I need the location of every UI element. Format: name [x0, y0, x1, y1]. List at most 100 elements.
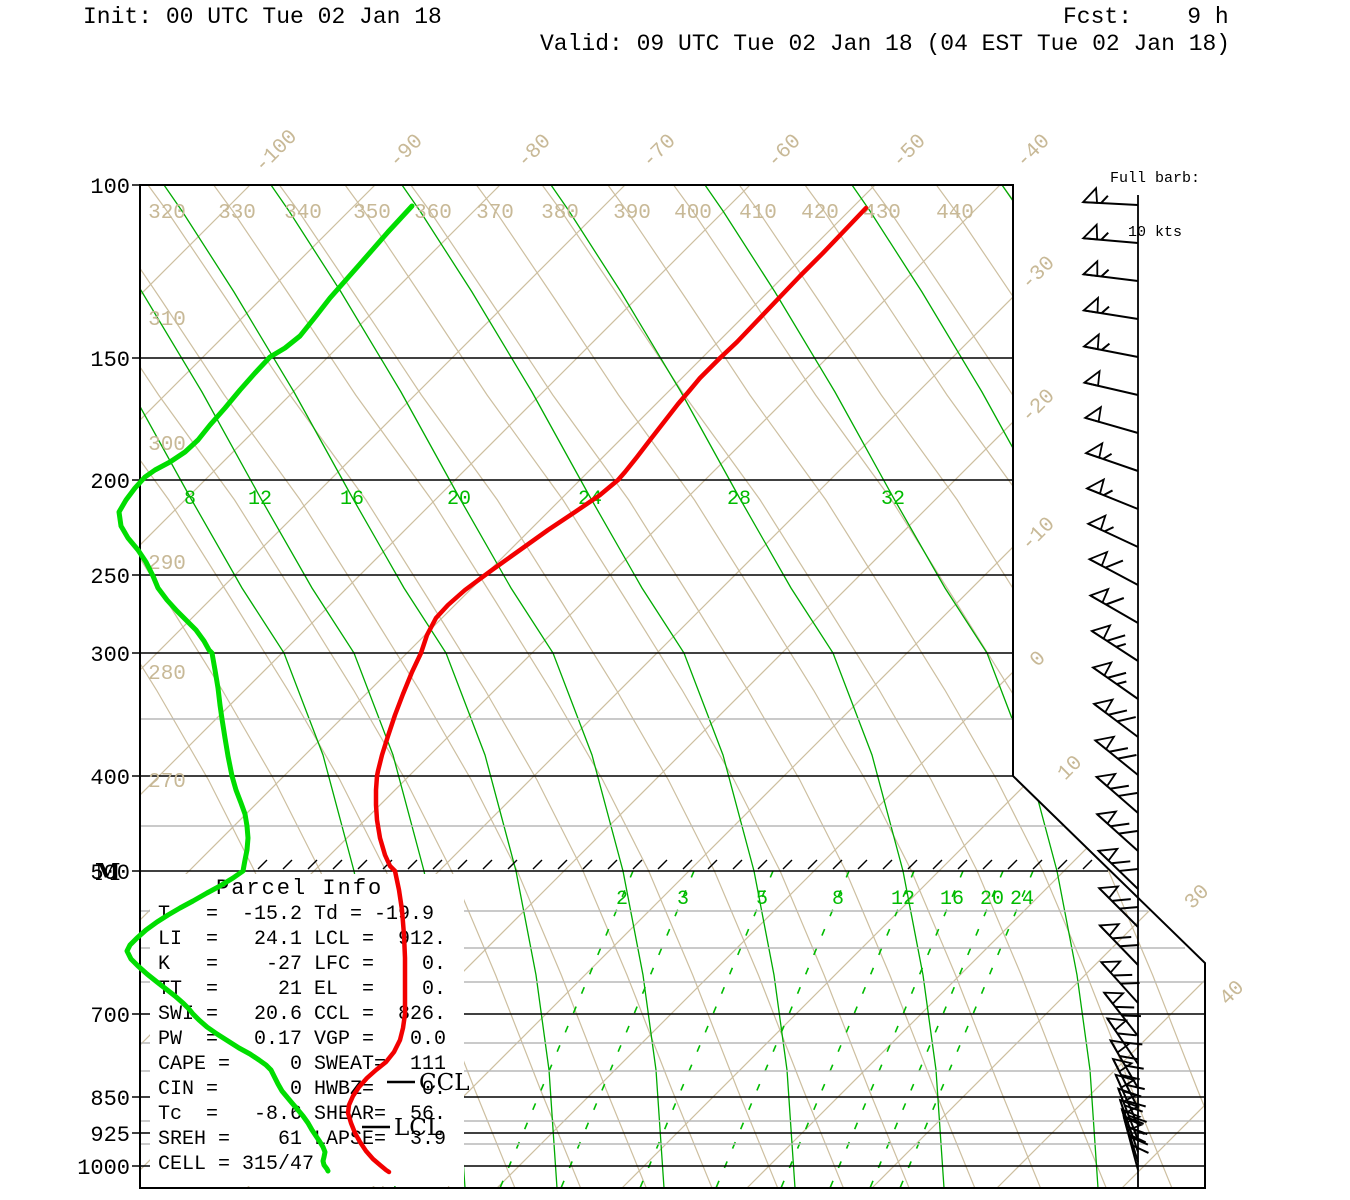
dry-adiabat-line: [147, 185, 713, 1188]
dry-adiabat-line: [140, 185, 582, 1188]
hatch-tick: [1082, 859, 1093, 870]
temperature-trace: [345, 205, 869, 1175]
header-init-time: Init: 00 UTC Tue 02 Jan 18: [83, 4, 442, 30]
hatch-tick: [332, 859, 343, 870]
mixing-ratio-line: [899, 870, 1034, 1188]
pressure-axis-label: 850: [90, 1087, 130, 1112]
theta-label: 340: [284, 202, 322, 225]
lcl-marker-label: LCL: [394, 1115, 442, 1141]
header-forecast-hour: Fcst: 9 h: [1063, 4, 1229, 30]
parcel-row: Tc = -8.6 SHEAR= 56.: [158, 1103, 447, 1126]
pressure-axis-label: 300: [90, 643, 130, 668]
wind-barb: [1086, 514, 1139, 548]
isotherm-line: [140, 185, 876, 1188]
hatch-tick: [682, 859, 693, 870]
pressure-axis-label: 700: [90, 1004, 130, 1029]
dewpoint-trace: [116, 203, 415, 1174]
hatch-tick: [1057, 859, 1068, 870]
moist-adiabat-label: 8: [184, 488, 196, 511]
pressure-axis-label: 400: [90, 766, 130, 791]
pressure-axis-label: 200: [90, 470, 130, 495]
wind-barb: [1082, 369, 1139, 396]
hatch-tick: [957, 859, 968, 870]
dry-adiabat-line: [541, 185, 1107, 1188]
theta-label: 430: [863, 202, 901, 225]
isotherm-line: [140, 185, 751, 1188]
moist-adiabat-label: 28: [727, 488, 751, 511]
parcel-row: PW = 0.17 VGP = 0.0: [158, 1028, 447, 1051]
mixing-ratio-label: 20: [980, 888, 1004, 911]
mixing-ratio-label: 16: [940, 888, 964, 911]
wind-barb: [1094, 772, 1139, 814]
hatch-tick: [557, 859, 568, 870]
hatch-tick: [907, 859, 918, 870]
parcel-row: TT = 21 EL = 0.: [158, 978, 447, 1001]
isotherm-line: [496, 185, 1205, 1188]
hatch-tick: [582, 859, 593, 870]
theta-label: 410: [739, 202, 777, 225]
wind-barb-legend-line1: Full barb:: [1109, 170, 1200, 187]
hatch-tick: [807, 859, 818, 870]
hatch-tick: [782, 859, 793, 870]
dry-adiabat-line: [935, 185, 1205, 1188]
wind-barb: [1089, 624, 1139, 662]
hatch-tick: [532, 859, 543, 870]
mixing-ratio-line: [715, 870, 850, 1188]
parcel-row: K = -27 LFC = 0.: [158, 953, 447, 976]
moist-adiabat-line: [550, 185, 945, 1188]
mixing-ratio-line: [869, 870, 1004, 1188]
wind-barb: [1116, 1087, 1147, 1141]
wind-barb: [1096, 847, 1139, 890]
isotherm-line: [140, 185, 376, 1188]
wind-barb: [1111, 1057, 1145, 1109]
hatch-tick: [407, 859, 418, 870]
wind-barb: [1083, 405, 1139, 434]
wind-barb: [1090, 661, 1139, 700]
dry-adiabat-line: [410, 185, 976, 1188]
theta-label: 400: [674, 202, 712, 225]
mixing-ratio-label: 8: [832, 888, 844, 911]
dry-adiabat-line: [213, 185, 779, 1188]
theta-label: 310: [148, 309, 186, 332]
dry-adiabat-line: [344, 185, 910, 1188]
theta-label: 370: [476, 202, 514, 225]
mixing-ratio-line: [780, 870, 915, 1188]
pressure-axis-label: 150: [90, 348, 130, 373]
theta-label: 290: [148, 553, 186, 576]
moist-adiabat-line: [270, 185, 665, 1188]
wind-barb: [1102, 991, 1142, 1037]
hatch-tick: [607, 859, 618, 870]
parcel-row: SWI = 20.6 CCL = 826.: [158, 1003, 447, 1026]
wind-barb: [1081, 259, 1139, 282]
theta-label: 440: [936, 202, 974, 225]
dry-adiabat-line: [140, 185, 647, 1188]
hatch-tick: [832, 859, 843, 870]
moist-adiabat-label: 12: [248, 488, 272, 511]
hatch-tick: [457, 859, 468, 870]
hatch-tick: [857, 859, 868, 870]
mixing-ratio-label: 24: [1010, 888, 1034, 911]
isotherm-line: [746, 185, 1205, 1188]
hatch-tick: [932, 859, 943, 870]
parcel-row: CAPE = 0 SWEAT= 111: [158, 1053, 447, 1076]
dry-adiabat-line: [278, 185, 844, 1188]
mixing-ratio-label: 3: [677, 888, 689, 911]
theta-label: 280: [148, 663, 186, 686]
theta-label: 270: [148, 771, 186, 794]
hatch-tick: [432, 859, 443, 870]
pressure-axis-label: 1000: [77, 1156, 130, 1181]
mixing-ratio-line: [639, 870, 774, 1188]
ccl-marker-label: CCL: [419, 1070, 469, 1096]
mixing-ratio-label: 5: [756, 888, 768, 911]
hatch-tick: [707, 859, 718, 870]
mixing-ratio-label: 12: [891, 888, 915, 911]
isotherm-line: [996, 185, 1205, 1188]
wind-barb: [1091, 698, 1139, 738]
moist-adiabat-line: [704, 185, 1099, 1188]
isotherm-line: [140, 185, 626, 1188]
hatch-tick: [357, 859, 368, 870]
wind-barb: [1081, 222, 1139, 244]
wind-barb: [1083, 441, 1139, 472]
hatch-tick: [1007, 859, 1018, 870]
